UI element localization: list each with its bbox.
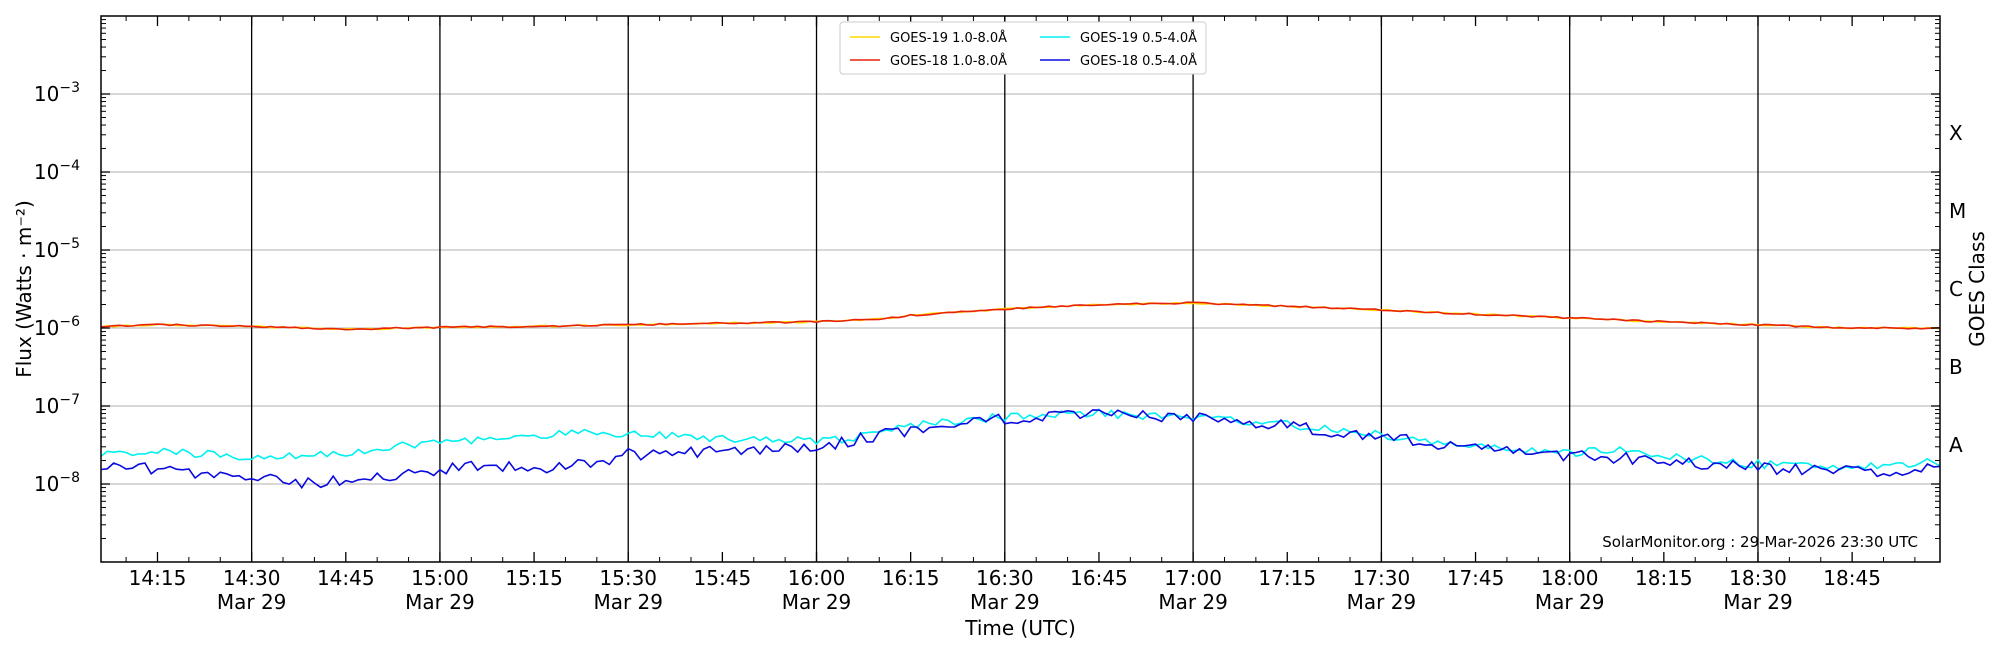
goes-class-axis-title: GOES Class: [1965, 231, 1989, 347]
x-tick-label: 14:45: [317, 566, 375, 590]
x-tick-label: 17:30: [1353, 566, 1411, 590]
legend-label: GOES-18 0.5-4.0Å: [1080, 53, 1197, 69]
x-tick-label: 15:15: [505, 566, 563, 590]
legend-label: GOES-19 0.5-4.0Å: [1080, 30, 1197, 46]
series-line: [100, 301, 1941, 331]
goes-class-label: M: [1949, 199, 1966, 223]
y-axis-title-group: Flux (Watts · m⁻²): [12, 200, 36, 378]
x-tick-date-label: Mar 29: [405, 590, 475, 614]
x-tick-date-label: Mar 29: [1535, 590, 1605, 614]
x-tick-date-label: Mar 29: [970, 590, 1040, 614]
y-tick-label: 10−3: [34, 80, 80, 106]
x-tick-label: 16:30: [976, 566, 1034, 590]
y-axis-title: Flux (Watts · m⁻²): [12, 200, 36, 378]
series-line: [100, 301, 1941, 331]
x-tick-date-label: Mar 29: [1347, 590, 1417, 614]
y-tick-label: 10−5: [34, 236, 80, 262]
x-tick-label: 18:15: [1635, 566, 1693, 590]
goes-class-label: X: [1949, 121, 1963, 145]
x-tick-label: 14:30: [223, 566, 281, 590]
x-tick-date-label: Mar 29: [1723, 590, 1793, 614]
series-line: [100, 409, 1941, 490]
x-tick-label: 17:45: [1447, 566, 1505, 590]
x-tick-date-label: Mar 29: [217, 590, 287, 614]
x-tick-label: 15:00: [411, 566, 469, 590]
series-line: [100, 408, 1941, 471]
goes-class-label: C: [1949, 277, 1963, 301]
x-tick-label: 14:15: [129, 566, 187, 590]
y-tick-label: 10−4: [34, 158, 80, 184]
credit-text: SolarMonitor.org : 29-Mar-2026 23:30 UTC: [1602, 533, 1918, 551]
grid-layer: [101, 93, 1940, 485]
x-tick-label: 18:30: [1729, 566, 1787, 590]
legend-box: [839, 21, 1207, 75]
legend-label: GOES-19 1.0-8.0Å: [890, 30, 1007, 46]
x-tick-label: 16:45: [1070, 566, 1128, 590]
x-tick-label: 17:00: [1164, 566, 1222, 590]
legend-label: GOES-18 1.0-8.0Å: [890, 53, 1007, 69]
x-tick-label: 15:30: [599, 566, 657, 590]
plot-frame: [100, 15, 1941, 563]
goes-class-labels: A B C M X: [1949, 121, 1966, 457]
x-axis-title: Time (UTC): [964, 616, 1076, 640]
series-layer: [100, 301, 1941, 490]
x-tick-label: 18:45: [1823, 566, 1881, 590]
legend: GOES-19 1.0-8.0Å GOES-18 1.0-8.0Å GOES-19 …: [839, 21, 1207, 75]
y-tick-label: 10−7: [34, 392, 80, 418]
x-tick-label: 15:45: [694, 566, 752, 590]
x-tick-label: 16:15: [882, 566, 940, 590]
vertical-reference-lines: [250, 16, 1759, 562]
y-tick-label: 10−6: [34, 314, 80, 340]
x-tick-date-label: Mar 29: [593, 590, 663, 614]
goes-class-label: B: [1949, 355, 1963, 379]
goes-class-label: A: [1949, 433, 1963, 457]
x-tick-date-label: Mar 29: [782, 590, 852, 614]
x-tick-label: 16:00: [788, 566, 846, 590]
y-tick-label: 10−8: [34, 470, 80, 496]
x-tick-label: 17:15: [1258, 566, 1316, 590]
x-tick-date-label: Mar 29: [1158, 590, 1228, 614]
x-tick-label: 18:00: [1541, 566, 1599, 590]
